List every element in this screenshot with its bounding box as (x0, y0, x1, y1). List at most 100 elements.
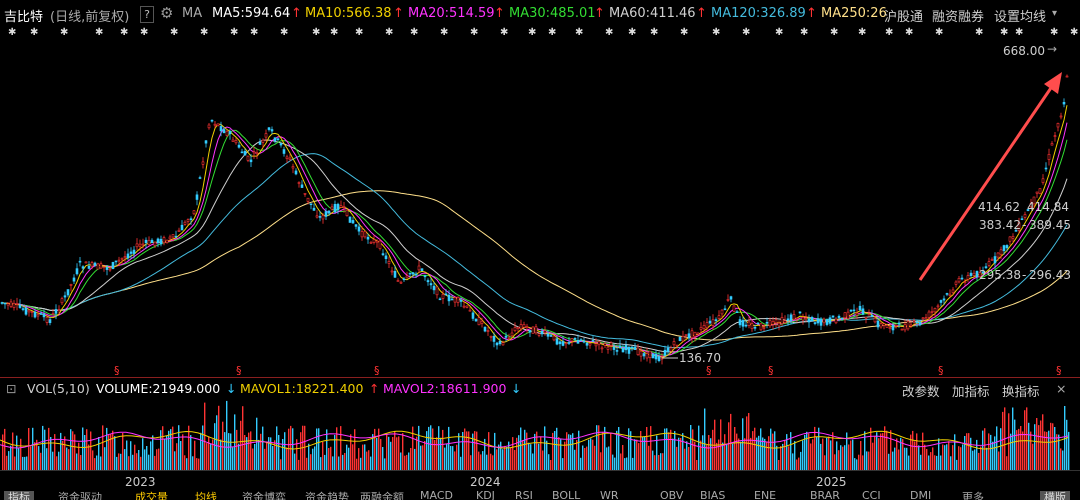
event-marker-icon[interactable]: ✱ (830, 27, 840, 38)
volume-bar (804, 434, 806, 470)
event-marker-icon[interactable]: ✱ (170, 27, 180, 38)
event-marker-icon[interactable]: ✱ (410, 27, 420, 38)
indicator-tab[interactable]: OBV (660, 491, 684, 500)
indicator-tab[interactable]: 资金趋势 (305, 491, 349, 500)
indicator-tab[interactable]: BRAR (810, 491, 840, 500)
volume-bar (352, 444, 354, 470)
event-marker-icon[interactable]: ✱ (470, 27, 480, 38)
volume-bar (932, 447, 934, 470)
event-marker-icon[interactable]: ✱ (312, 27, 322, 38)
indicator-tab[interactable]: BIAS (700, 491, 726, 500)
volume-bar (36, 439, 38, 470)
event-marker-icon[interactable]: ✱ (1070, 27, 1080, 38)
indicator-tab[interactable]: 更多 (962, 491, 984, 500)
event-marker-icon[interactable]: ✱ (1000, 27, 1010, 38)
indicator-tab[interactable]: CCI (862, 491, 881, 500)
candle-body (984, 266, 988, 269)
event-marker-icon[interactable]: ✱ (775, 27, 785, 38)
candle-body (804, 317, 808, 320)
event-marker-icon[interactable]: ✱ (800, 27, 810, 38)
stock-name[interactable]: 吉比特 (4, 10, 44, 25)
event-marker-icon[interactable]: ✱ (120, 27, 130, 38)
event-marker-icon[interactable]: ✱ (742, 27, 752, 38)
indicator-tab[interactable]: DMI (910, 491, 932, 500)
candle-body (858, 305, 862, 311)
volume-bar (572, 433, 574, 470)
indicator-tab[interactable]: 成交量 (135, 491, 168, 500)
candle-body (312, 207, 316, 211)
event-marker-icon[interactable]: ✱ (500, 27, 510, 38)
event-marker-icon[interactable]: ✱ (230, 27, 240, 38)
volume-bar (620, 453, 622, 470)
event-marker-icon[interactable]: ✱ (712, 27, 722, 38)
switch-indicator-button[interactable]: 换指标 (1002, 384, 1040, 399)
event-marker-icon[interactable]: ✱ (935, 27, 945, 38)
candle-body (969, 272, 973, 277)
candle-body (819, 318, 823, 326)
hk-connect-button[interactable]: 沪股通 (884, 10, 924, 25)
indicator-tab[interactable]: 均线 (195, 491, 217, 500)
settings-hex-icon[interactable]: ⚙ (160, 4, 174, 22)
event-marker-icon[interactable]: ✱ (1015, 27, 1025, 38)
event-marker-icon[interactable]: ✱ (8, 27, 18, 38)
event-marker-icon[interactable]: ✱ (280, 27, 290, 38)
indicator-tab[interactable]: WR (600, 491, 619, 500)
candle-body (792, 314, 796, 320)
event-marker-icon[interactable]: ✱ (605, 27, 615, 38)
indicator-tab[interactable]: RSI (515, 491, 533, 500)
candle-body (750, 323, 754, 329)
change-params-button[interactable]: 改参数 (902, 384, 940, 399)
indicator-tab[interactable]: BOLL (552, 491, 581, 500)
event-marker-icon[interactable]: ✱ (650, 27, 660, 38)
event-marker-icon[interactable]: ✱ (1050, 27, 1060, 38)
event-marker-icon[interactable]: ✱ (885, 27, 895, 38)
event-marker-icon[interactable]: ✱ (250, 27, 260, 38)
event-marker-icon[interactable]: ✱ (548, 27, 558, 38)
event-marker-icon[interactable]: ✱ (975, 27, 985, 38)
candle-body (798, 311, 802, 314)
candle-body (729, 296, 733, 300)
indicator-tab[interactable]: 指标 (4, 491, 34, 500)
indicator-tab[interactable]: 两融余额 (360, 491, 404, 500)
volume-bar (140, 456, 142, 470)
chevron-down-icon[interactable]: ▾ (1052, 8, 1058, 19)
volume-bar (850, 440, 852, 470)
volume-bar (64, 436, 66, 470)
close-icon[interactable]: × (1056, 381, 1067, 396)
event-markers-row: ✱ ✱ ✱ ✱ ✱ ✱ ✱ ✱ ✱ ✱ ✱ ✱ ✱ ✱ ✱ ✱ ✱ ✱ ✱ ✱ ✱ ✱ ✱ ✱ ✱ ✱ ✱ ✱ ✱ ✱ ✱ ✱ ✱ ✱ ✱ ✱ ✱ ✱ ✱ ✱ (0, 27, 1080, 43)
event-marker-icon[interactable]: ✱ (140, 27, 150, 38)
event-marker-icon[interactable]: ✱ (95, 27, 105, 38)
indicator-tab[interactable]: MACD (420, 491, 453, 500)
event-marker-icon[interactable]: ✱ (30, 27, 40, 38)
indicator-tab[interactable]: KDJ (476, 491, 495, 500)
event-marker-icon[interactable]: ✱ (575, 27, 585, 38)
candle-body (39, 313, 43, 315)
volume-value: VOLUME:21949.000 (96, 381, 221, 396)
event-marker-icon[interactable]: ✱ (60, 27, 70, 38)
event-marker-icon[interactable]: ✱ (440, 27, 450, 38)
indicator-tab[interactable]: 资金驱动 (58, 491, 102, 500)
volume-bar (104, 447, 106, 470)
candle-body (891, 324, 895, 331)
set-ma-button[interactable]: 设置均线 (994, 10, 1047, 25)
event-marker-icon[interactable]: ✱ (905, 27, 915, 38)
event-marker-icon[interactable]: ✱ (385, 27, 395, 38)
price-chart[interactable]: § § § § § § § (0, 40, 1080, 377)
indicator-tab[interactable]: ENE (754, 491, 777, 500)
help-button[interactable]: ? (140, 6, 154, 23)
add-indicator-button[interactable]: 加指标 (952, 384, 990, 399)
candle-body (972, 272, 976, 276)
volume-chart[interactable] (0, 400, 1080, 472)
lock-icon[interactable]: ⊡ (6, 381, 17, 396)
event-marker-icon[interactable]: ✱ (680, 27, 690, 38)
event-marker-icon[interactable]: ✱ (355, 27, 365, 38)
indicator-tab[interactable]: 横版 (1040, 491, 1070, 500)
event-marker-icon[interactable]: ✱ (330, 27, 340, 38)
margin-trading-button[interactable]: 融资融券 (932, 10, 985, 25)
indicator-tab[interactable]: 资金博弈 (242, 491, 286, 500)
event-marker-icon[interactable]: ✱ (200, 27, 210, 38)
event-marker-icon[interactable]: ✱ (628, 27, 638, 38)
event-marker-icon[interactable]: ✱ (858, 27, 868, 38)
event-marker-icon[interactable]: ✱ (528, 27, 538, 38)
volume-bar (824, 455, 826, 470)
